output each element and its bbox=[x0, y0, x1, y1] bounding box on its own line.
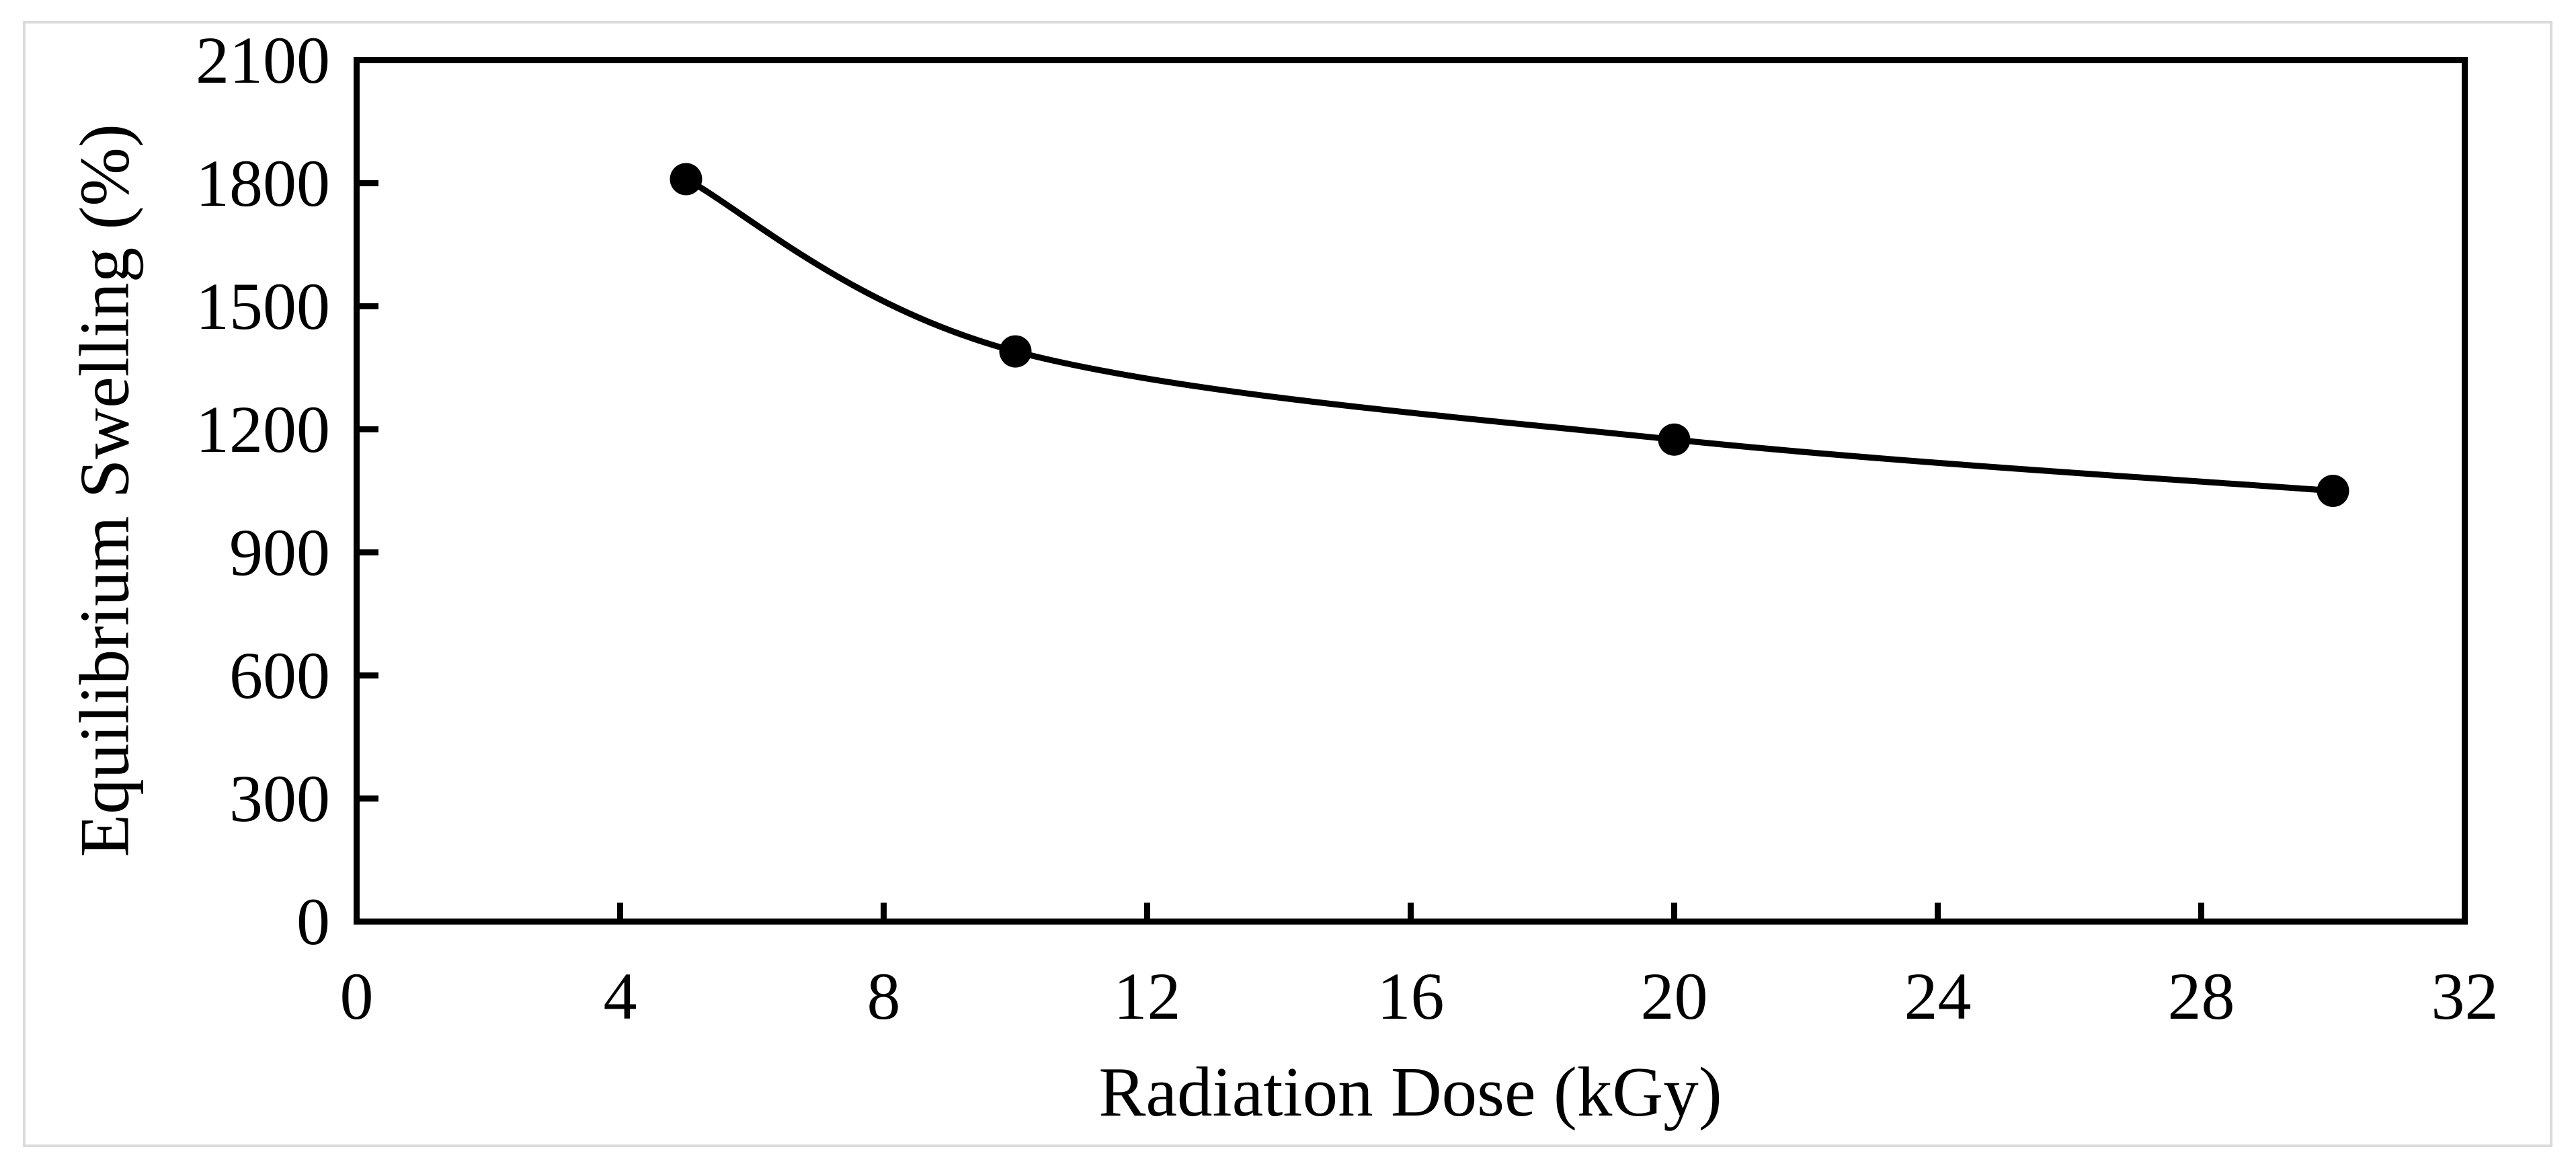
data-point-marker bbox=[999, 335, 1032, 368]
y-tick-label: 1500 bbox=[196, 268, 330, 344]
plot-area bbox=[354, 57, 2468, 925]
data-point-marker bbox=[2317, 475, 2349, 507]
y-tick-label: 1200 bbox=[196, 391, 330, 467]
y-tick-label: 300 bbox=[229, 761, 330, 836]
y-tick-label: 0 bbox=[296, 884, 330, 959]
y-tick-label: 600 bbox=[229, 637, 330, 713]
x-tick-label: 16 bbox=[1377, 959, 1445, 1034]
axis-frame bbox=[354, 57, 2468, 925]
x-tick-label: 24 bbox=[1904, 959, 1972, 1034]
x-tick-label: 20 bbox=[1640, 959, 1708, 1034]
x-tick-label: 12 bbox=[1113, 959, 1181, 1034]
x-tick-label: 8 bbox=[867, 959, 901, 1034]
figure-border bbox=[23, 21, 2552, 1147]
x-tick-label: 0 bbox=[339, 959, 374, 1034]
x-tick-label: 4 bbox=[603, 959, 637, 1034]
x-axis-title: Radiation Dose (kGy) bbox=[1098, 1052, 1722, 1131]
y-tick-label: 2100 bbox=[196, 22, 330, 98]
x-tick-label: 32 bbox=[2431, 959, 2499, 1034]
y-tick-label: 900 bbox=[229, 514, 330, 590]
series-line bbox=[683, 176, 2336, 494]
y-axis-title: Equilibrium Swelling (%) bbox=[65, 124, 144, 857]
data-point-marker bbox=[1658, 423, 1691, 456]
y-tick-label: 1800 bbox=[196, 145, 330, 221]
data-point-marker bbox=[670, 163, 702, 196]
x-tick-label: 28 bbox=[2167, 959, 2235, 1034]
